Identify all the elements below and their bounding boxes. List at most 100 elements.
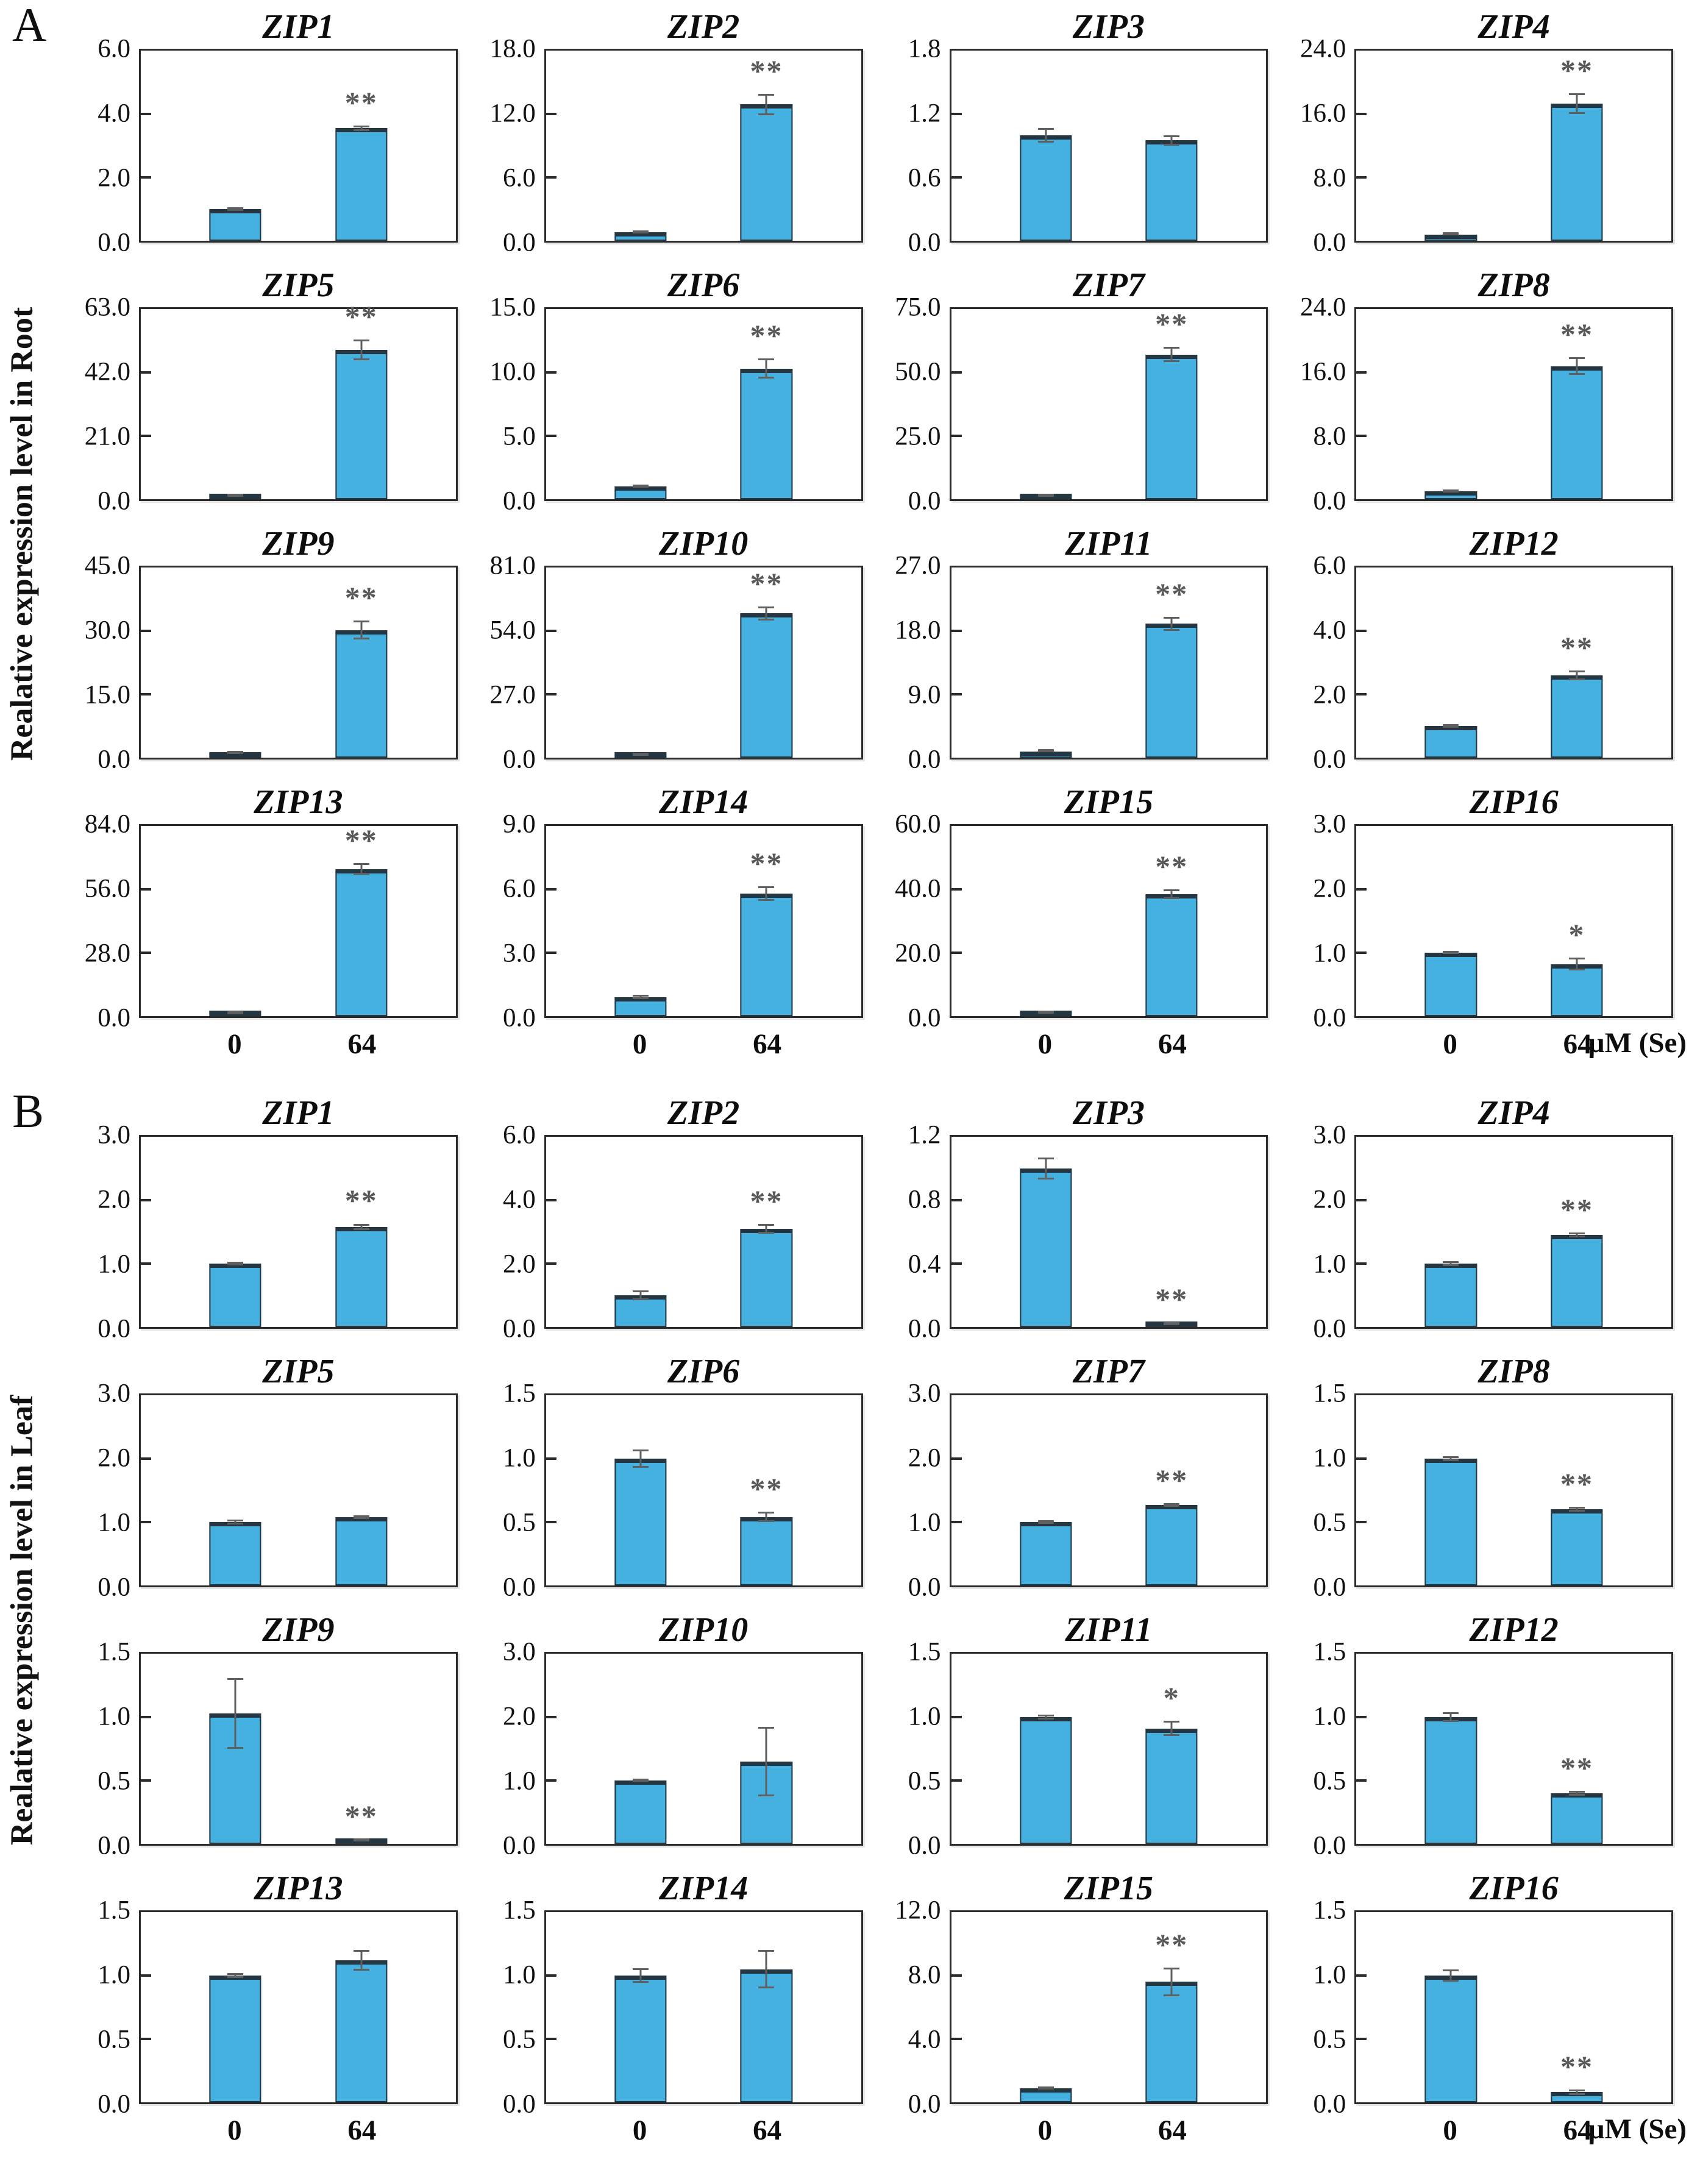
error-bar — [227, 207, 244, 211]
y-tick-label: 1.5 — [98, 1896, 130, 1925]
error-bar — [353, 863, 369, 875]
error-bar-cap-bottom — [1568, 112, 1585, 114]
y-tick-label: 0.0 — [1313, 2090, 1346, 2119]
plot-row: 0.0 25.0 50.0 75.0 ** — [869, 293, 1268, 516]
plot-row: 0.0 20.0 40.0 60.0 ** — [869, 810, 1268, 1033]
y-tick-mark — [141, 1779, 151, 1782]
y-tick-label: 18.0 — [489, 34, 536, 63]
error-bar — [1443, 724, 1459, 728]
y-tick-label: 24.0 — [1300, 34, 1346, 63]
significance-marker: * — [1568, 917, 1585, 952]
y-tick-label: 2.0 — [503, 1250, 536, 1279]
plot-row: 0.0 28.0 56.0 84.0 ** — [59, 810, 458, 1033]
error-bar-cap-top — [1568, 958, 1585, 960]
significance-marker: ** — [750, 566, 783, 600]
error-bar-cap-bottom — [632, 1298, 649, 1300]
y-tick-label: 2.0 — [98, 163, 130, 193]
chart-title: ZIP7 — [1072, 1353, 1145, 1390]
error-bar — [227, 493, 244, 497]
y-tick-label: 0.0 — [503, 1831, 536, 1860]
chart-title: ZIP13 — [254, 1869, 343, 1907]
y-tick-label: 0.4 — [908, 1250, 941, 1279]
y-tick-label: 28.0 — [84, 939, 130, 968]
plot-area: ** — [544, 1135, 863, 1329]
chart-zip6: ZIP6 0.0 0.5 1.0 1.5 ** — [464, 1350, 863, 1602]
y-tick-label: 6.0 — [503, 163, 536, 193]
plot-row: 0.0 1.0 2.0 3.0 ** — [1274, 1121, 1673, 1343]
y-axis: 0.0 5.0 10.0 15.0 — [464, 293, 544, 516]
y-tick-label: 40.0 — [895, 874, 941, 903]
y-tick-label: 3.0 — [908, 1379, 941, 1408]
y-tick-label: 3.0 — [503, 1637, 536, 1666]
panel-root: A Realative expression level in Root ZIP… — [5, 1, 1687, 1063]
plot-area — [139, 1393, 458, 1587]
error-bar-cap-top — [1164, 1721, 1180, 1723]
y-tick-label: 12.0 — [489, 99, 536, 128]
x-tick-label: 0 — [227, 2115, 242, 2146]
plot-row: 0.0 2.0 4.0 6.0 ** — [1274, 552, 1673, 774]
plot-row: 0.0 2.0 4.0 6.0 ** — [59, 35, 458, 257]
error-bar-stem — [765, 886, 767, 902]
error-bar-cap-bottom — [227, 1976, 244, 1979]
y-tick-mark — [1356, 951, 1367, 954]
y-tick-mark — [546, 888, 556, 891]
y-tick-mark — [1356, 113, 1367, 115]
chart-title: ZIP6 — [667, 266, 740, 304]
y-tick-mark — [951, 113, 962, 115]
error-bar — [353, 1223, 369, 1230]
plot-row: 0.0 0.5 1.0 1.5 — [464, 1896, 863, 2119]
bar-0uM — [209, 1976, 261, 2102]
bar-0uM — [209, 752, 261, 758]
chart-title: ZIP2 — [667, 8, 740, 46]
error-bar-stem — [1576, 1507, 1578, 1512]
y-tick-mark — [546, 1974, 556, 1977]
error-bar-cap-bottom — [758, 618, 775, 621]
significance-marker: ** — [1560, 2049, 1593, 2084]
chart-title: ZIP16 — [1469, 1869, 1559, 1907]
chart-title: ZIP9 — [262, 525, 335, 563]
y-tick-label: 0.0 — [503, 228, 536, 257]
y-tick-label: 5.0 — [503, 422, 536, 451]
error-bar-cap-top — [632, 1779, 649, 1781]
bar-64uM — [335, 1226, 388, 1327]
error-bar — [1443, 1456, 1459, 1462]
chart-title: ZIP16 — [1469, 783, 1559, 821]
y-tick-label: 0.0 — [503, 486, 536, 516]
y-tick-mark — [546, 630, 556, 632]
y-tick-label: 20.0 — [895, 939, 941, 968]
chart-zip10: ZIP10 0.0 1.0 2.0 3.0 — [464, 1608, 863, 1860]
y-tick-label: 2.0 — [98, 1185, 130, 1214]
y-tick-mark — [1356, 435, 1367, 437]
error-bar-cap-top — [758, 606, 775, 608]
panel-letter-a: A — [12, 0, 47, 51]
y-axis: 0.0 28.0 56.0 84.0 — [59, 810, 139, 1033]
error-bar-cap-top — [758, 94, 775, 96]
error-bar-cap-top — [632, 1290, 649, 1293]
error-bar-cap-bottom — [1568, 678, 1585, 680]
error-bar — [1037, 494, 1054, 497]
plot-area: ** — [139, 566, 458, 759]
y-tick-label: 0.0 — [98, 1831, 130, 1860]
significance-marker: ** — [344, 823, 378, 858]
y-tick-label: 1.0 — [1313, 1443, 1346, 1473]
y-tick-label: 0.5 — [1313, 2025, 1346, 2054]
y-tick-mark — [951, 1974, 962, 1977]
error-bar — [1568, 357, 1585, 375]
chart-zip1: ZIP1 0.0 2.0 4.0 6.0 ** — [59, 5, 458, 257]
y-tick-label: 30.0 — [84, 616, 130, 645]
plot-area — [544, 1910, 863, 2104]
significance-marker: ** — [344, 1798, 378, 1833]
x-tick-label: 0 — [1037, 1028, 1053, 1060]
error-bar-cap-top — [1164, 889, 1180, 892]
error-bar-cap-top — [758, 886, 775, 888]
error-bar-cap-bottom — [1037, 140, 1054, 143]
y-tick-label: 0.0 — [908, 1003, 941, 1033]
chart-zip12: ZIP12 0.0 2.0 4.0 6.0 ** — [1274, 522, 1673, 774]
y-tick-label: 1.2 — [908, 1120, 941, 1150]
y-tick-mark — [951, 2038, 962, 2040]
error-bar-cap-bottom — [632, 1780, 649, 1782]
error-bar-cap-top — [1568, 1790, 1585, 1793]
y-axis: 0.0 0.5 1.0 1.5 — [464, 1896, 544, 2119]
plot-area: ** — [139, 49, 458, 243]
error-bar-cap-top — [353, 1223, 369, 1226]
